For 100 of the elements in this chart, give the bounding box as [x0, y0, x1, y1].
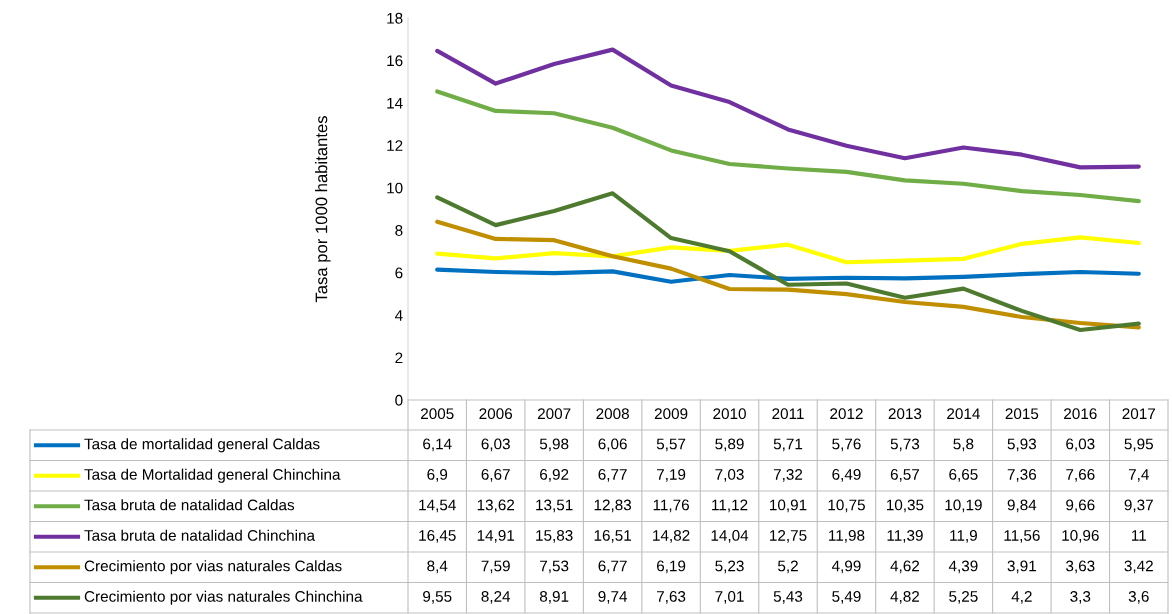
data-label: 5,73 — [890, 438, 920, 452]
y-tick-label: 8 — [395, 225, 403, 236]
x-tick-label: 2009 — [654, 408, 688, 420]
data-label: 5,23 — [715, 560, 744, 574]
data-label: 10,19 — [945, 499, 982, 513]
data-label: 10,96 — [1062, 530, 1099, 543]
data-label: 11 — [1132, 530, 1146, 541]
x-tick-label: 2008 — [596, 408, 629, 420]
y-tick-label: 4 — [394, 310, 403, 321]
data-label: 10,75 — [828, 499, 865, 513]
data-label: 13,51 — [536, 499, 573, 513]
data-label: 3,3 — [1070, 591, 1091, 604]
data-label: 9,74 — [598, 591, 628, 604]
data-label: 8,4 — [427, 560, 448, 574]
data-label: 4,62 — [890, 560, 920, 574]
y-tick-label: 12 — [387, 140, 403, 151]
data-label: 11,12 — [712, 499, 748, 513]
x-tick-label: 2011 — [772, 408, 804, 420]
data-label: 16,45 — [419, 530, 456, 543]
y-tick-label: 2 — [395, 352, 403, 364]
data-label: 14,04 — [711, 530, 749, 543]
data-label: 6,57 — [890, 469, 920, 482]
x-tick-label: 2014 — [947, 408, 980, 420]
data-label: 7,4 — [1128, 469, 1149, 482]
y-tick-label: 14 — [387, 97, 403, 109]
data-label: 7,32 — [773, 469, 803, 482]
data-label: 7,36 — [1007, 469, 1037, 482]
data-label: 6,67 — [481, 469, 510, 482]
data-label: 7,63 — [656, 591, 686, 604]
data-label: 14,82 — [653, 530, 690, 543]
data-label: 11,76 — [653, 499, 689, 513]
data-label: 6,92 — [540, 469, 569, 482]
x-tick-label: 2010 — [713, 408, 746, 420]
y-tick-label: 10 — [387, 182, 403, 194]
data-label: 5,95 — [1124, 438, 1153, 452]
data-label: 5,49 — [832, 591, 861, 604]
data-label: 6,06 — [598, 438, 627, 452]
data-label: 7,01 — [715, 591, 744, 604]
legend-label: Crecimiento por vias naturales Chinchina — [84, 590, 363, 605]
data-label: 5,93 — [1007, 438, 1037, 452]
data-label: 7,59 — [481, 560, 510, 574]
data-label: 6,19 — [656, 560, 686, 574]
data-label: 6,77 — [598, 469, 627, 482]
y-tick-label: 0 — [395, 394, 403, 406]
x-tick-label: 2013 — [888, 408, 922, 420]
data-label: 9,66 — [1066, 499, 1095, 513]
data-label: 11,39 — [887, 530, 923, 543]
data-label: 12,83 — [594, 499, 632, 513]
data-label: 6,14 — [423, 438, 452, 452]
data-label: 7,19 — [656, 469, 686, 482]
data-label: 13,62 — [477, 499, 515, 513]
legend-label: Tasa bruta de natalidad Chinchina — [84, 529, 316, 541]
data-label: 3,91 — [1007, 560, 1036, 574]
data-label: 11,56 — [1004, 530, 1040, 543]
line-series — [435, 219, 1141, 330]
data-label: 9,37 — [1124, 499, 1153, 513]
data-label: 4,99 — [831, 560, 861, 574]
data-label: 5,71 — [773, 438, 803, 452]
data-label: 5,25 — [949, 591, 978, 604]
line-series — [435, 191, 1141, 333]
data-label: 5,43 — [773, 591, 803, 604]
data-label: 5,57 — [656, 438, 686, 452]
x-tick-label: 2005 — [421, 408, 454, 420]
data-label: 6,03 — [1066, 438, 1095, 452]
data-label: 14,54 — [419, 499, 456, 513]
data-label: 10,35 — [886, 499, 924, 513]
x-tick-label: 2015 — [1005, 408, 1039, 420]
data-label: 9,55 — [423, 591, 452, 604]
data-label: 15,83 — [536, 530, 573, 543]
x-tick-label: 2007 — [537, 408, 571, 420]
data-label: 11,9 — [950, 530, 977, 543]
data-label: 3,6 — [1128, 591, 1149, 604]
data-label: 5,89 — [715, 438, 744, 452]
data-label: 7,53 — [540, 560, 569, 574]
data-label: 6,65 — [949, 469, 978, 482]
line-series — [435, 89, 1141, 204]
data-label: 9,84 — [1007, 499, 1037, 513]
data-label: 12,75 — [770, 530, 807, 543]
data-label: 10,91 — [770, 499, 807, 513]
legend-label: Tasa de mortalidad general Caldas — [84, 438, 320, 453]
legend-label: Tasa bruta de natalidad Caldas — [84, 499, 295, 511]
data-label: 4,82 — [890, 591, 920, 604]
data-label: 5,2 — [777, 560, 798, 574]
data-label: 6,77 — [598, 560, 627, 574]
data-label: 11,98 — [829, 530, 865, 543]
line-series — [435, 235, 1141, 265]
line-series — [435, 47, 1141, 170]
y-axis-title: Tasa por 1000 habitantes — [315, 116, 331, 303]
x-tick-label: 2006 — [479, 408, 513, 420]
x-tick-label: 2012 — [830, 408, 863, 420]
data-label: 6,03 — [481, 438, 510, 452]
data-label: 7,03 — [715, 469, 744, 482]
data-label: 5,8 — [953, 438, 974, 452]
y-tick-label: 16 — [387, 55, 403, 67]
data-label: 3,63 — [1066, 560, 1095, 574]
data-label: 5,98 — [539, 438, 569, 452]
data-label: 14,91 — [477, 530, 515, 543]
data-label: 4,39 — [948, 560, 978, 574]
data-label: 16,51 — [594, 530, 631, 543]
data-label: 8,24 — [481, 591, 511, 604]
